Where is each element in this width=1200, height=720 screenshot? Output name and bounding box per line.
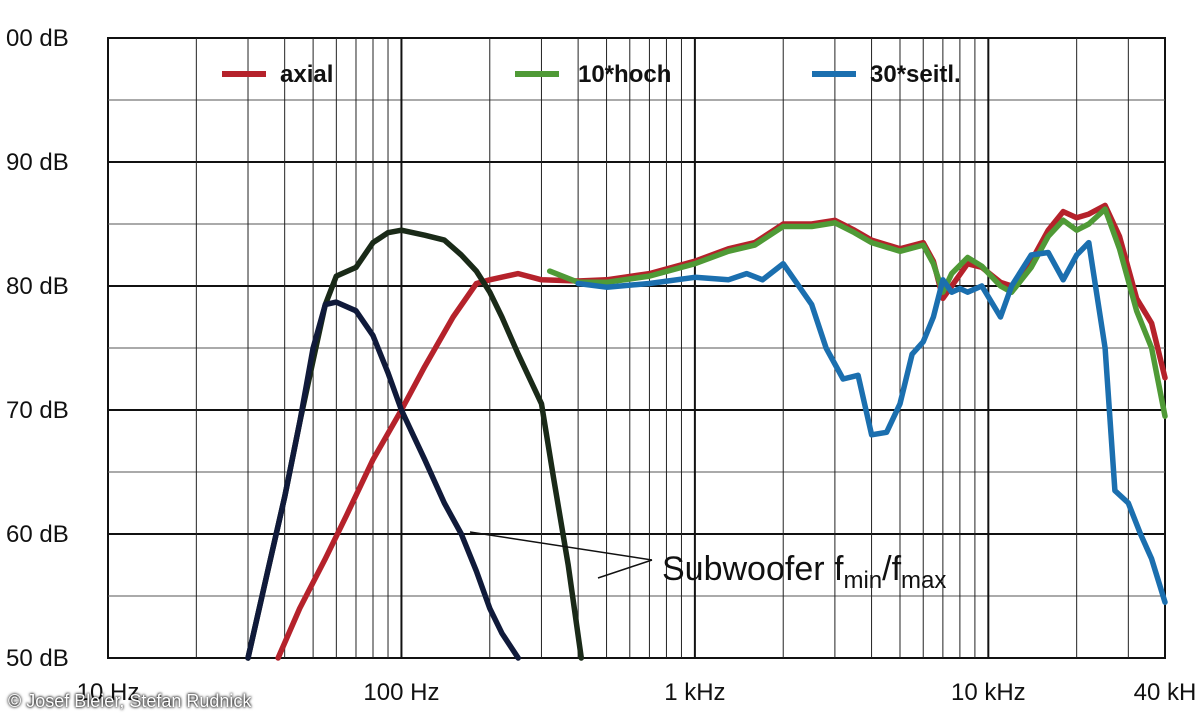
curve-10-hoch bbox=[546, 206, 1168, 419]
x-tick-label: 100 Hz bbox=[363, 679, 439, 706]
x-tick-label: 10 Hz bbox=[77, 679, 140, 706]
y-tick-label: 00 dB bbox=[6, 25, 69, 52]
annotation-leader-line bbox=[597, 559, 653, 579]
grid-lines bbox=[107, 37, 1166, 659]
annotation-leader-line bbox=[469, 531, 653, 561]
legend-label: 30*seitl. bbox=[870, 61, 961, 88]
y-axis-tick-labels: 00 dB 90 dB 80 dB 70 dB 60 dB 50 dB bbox=[6, 25, 69, 672]
subwoofer-annotation: Subwoofer fmin/fmax bbox=[469, 531, 946, 594]
y-tick-label: 80 dB bbox=[6, 273, 69, 300]
annotation-label: Subwoofer fmin/fmax bbox=[662, 550, 946, 594]
x-axis-tick-labels: 10 Hz 100 Hz 1 kHz 10 kHz 40 kH bbox=[77, 679, 1197, 706]
response-curves bbox=[245, 202, 1168, 661]
y-tick-label: 60 dB bbox=[6, 521, 69, 548]
y-tick-label: 90 dB bbox=[6, 149, 69, 176]
x-tick-label: 40 kH bbox=[1134, 679, 1197, 706]
x-tick-label: 10 kHz bbox=[951, 679, 1026, 706]
legend-label: 10*hoch bbox=[578, 61, 671, 88]
image-credit: © Josef Bleier, Stefan Rudnick bbox=[8, 691, 252, 711]
legend: axial 10*hoch 30*seitl. bbox=[222, 61, 961, 88]
y-tick-label: 50 dB bbox=[6, 645, 69, 672]
legend-label: axial bbox=[280, 61, 333, 88]
subwoofer-curve bbox=[245, 299, 521, 661]
x-tick-label: 1 kHz bbox=[664, 679, 725, 706]
y-tick-label: 70 dB bbox=[6, 397, 69, 424]
curve-30-seitl- bbox=[575, 239, 1168, 605]
